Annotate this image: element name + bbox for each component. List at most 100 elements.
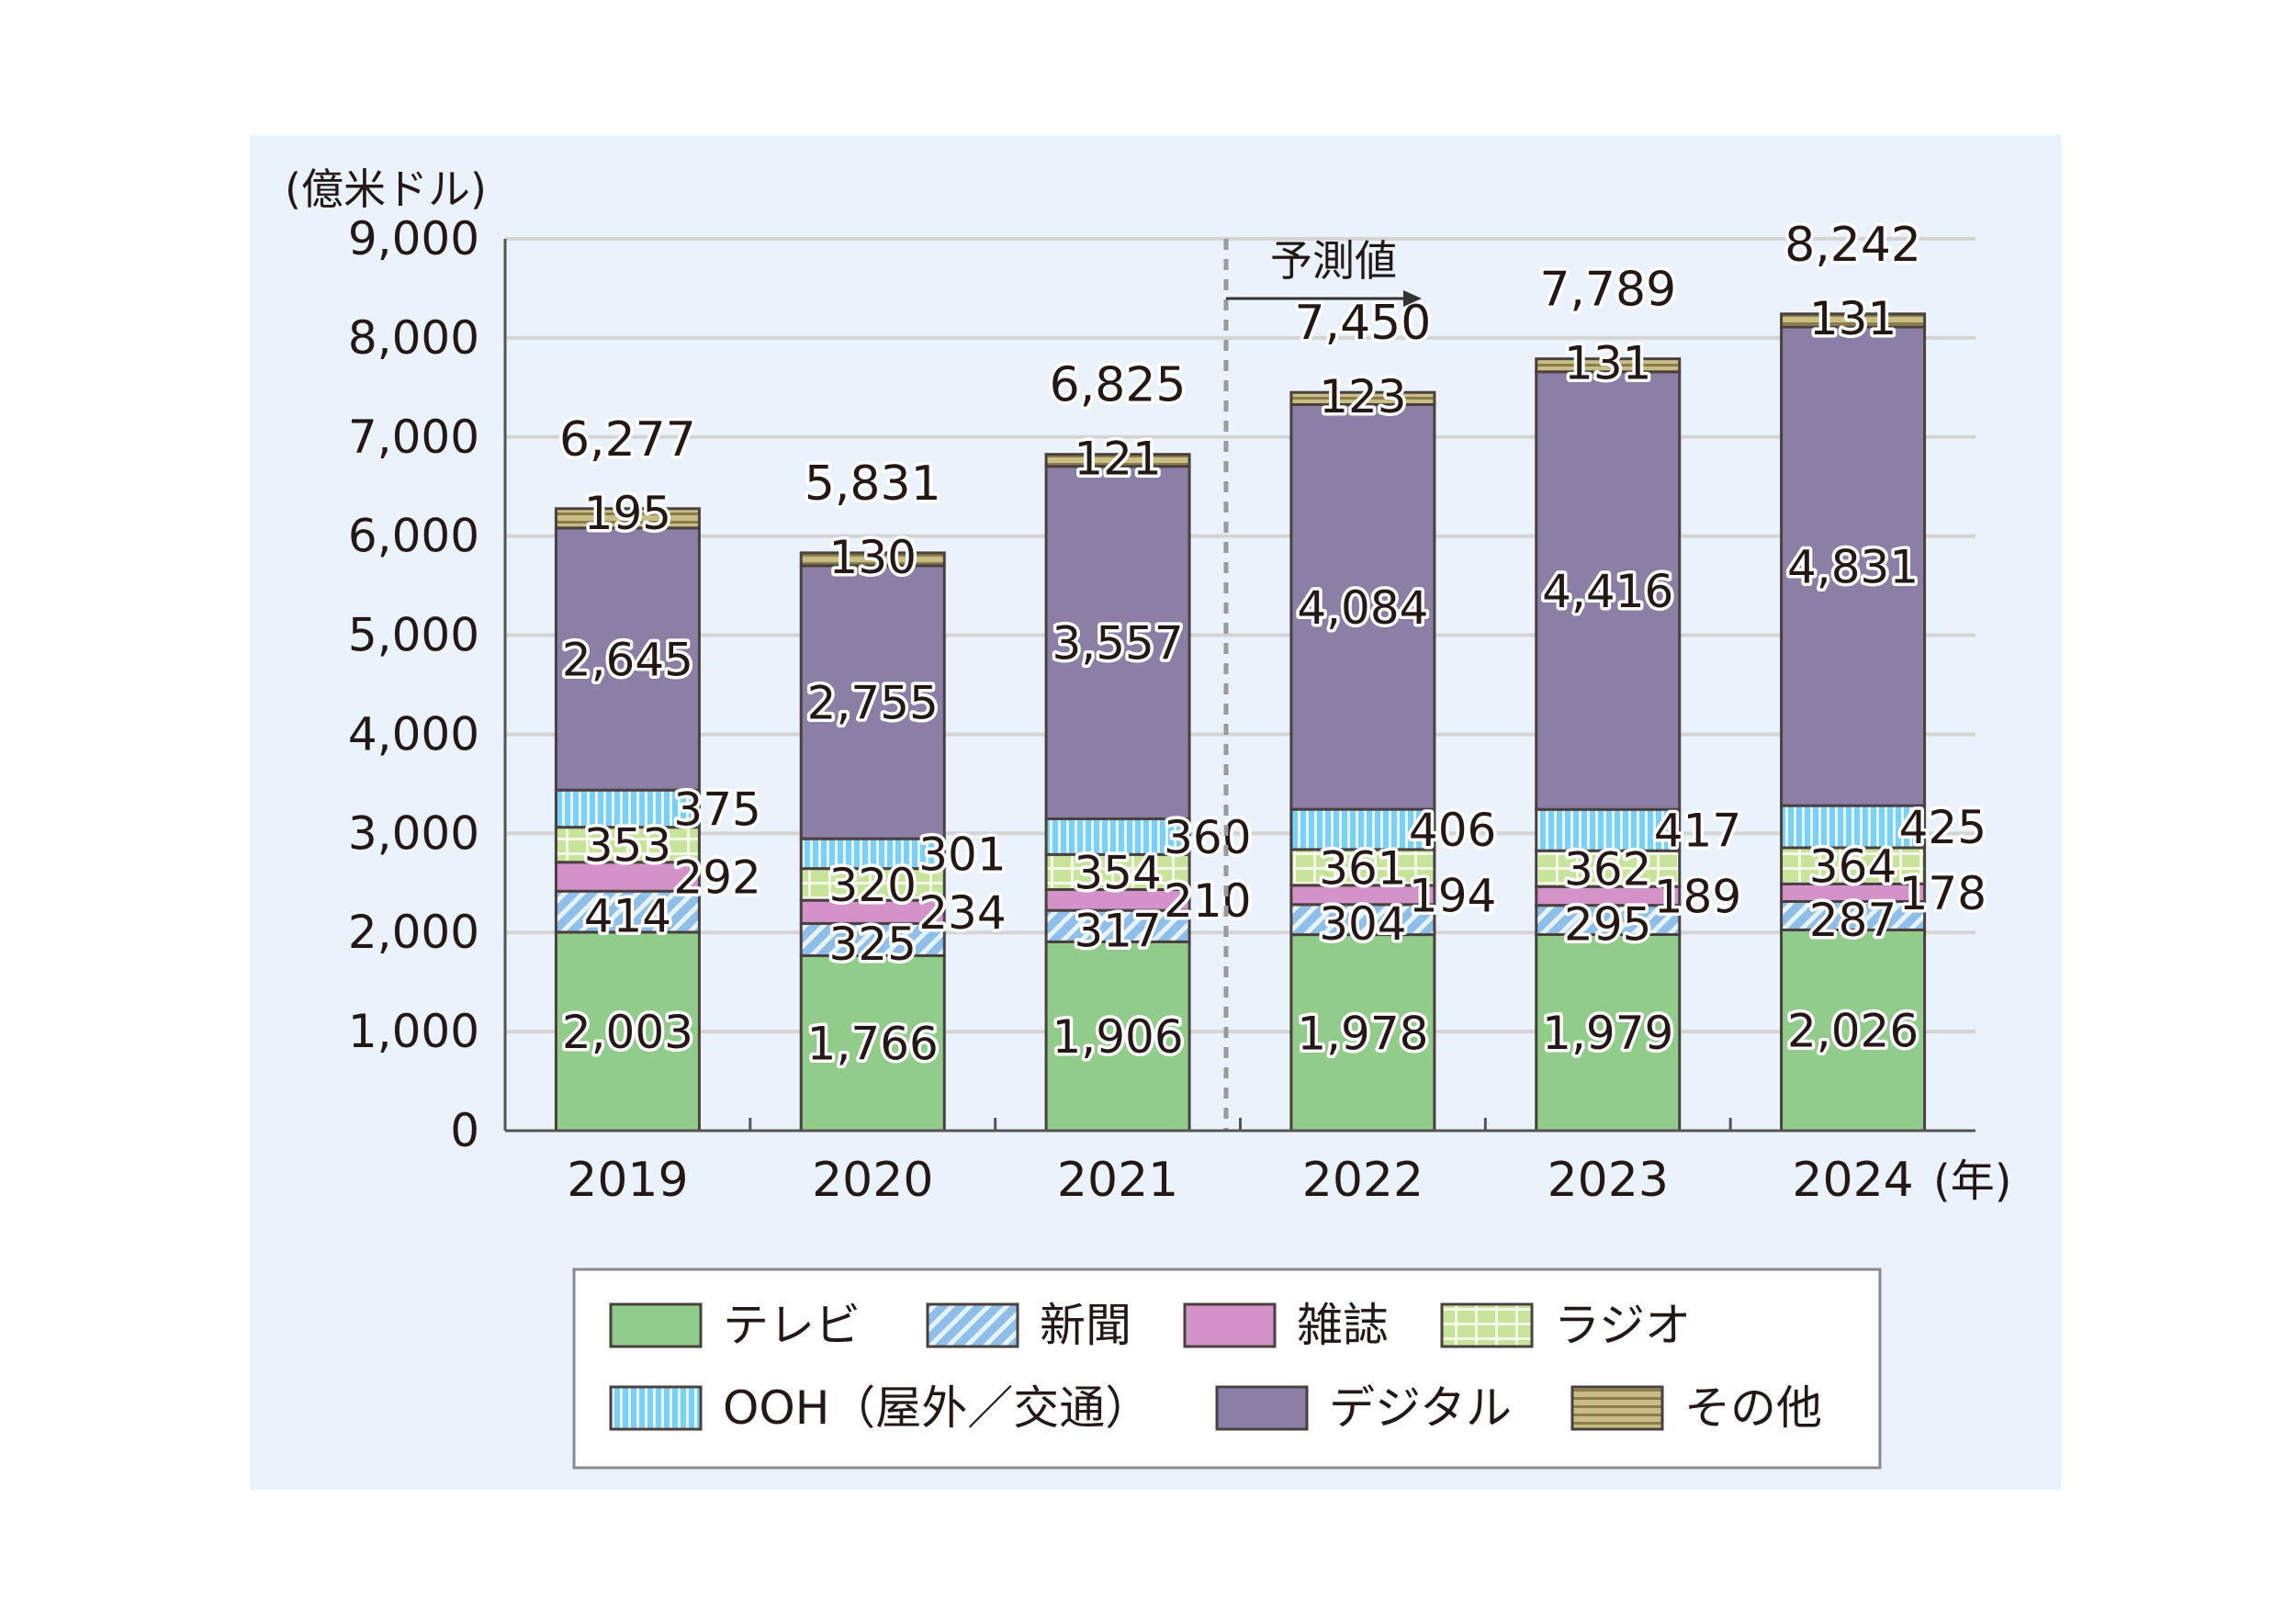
- data-label: 4,416: [1542, 565, 1673, 618]
- legend-label: テレビ: [723, 1299, 861, 1352]
- data-label: 320: [829, 859, 917, 912]
- bar-segment-0: [1780, 928, 1927, 1133]
- data-label: 178: [1899, 867, 1986, 920]
- y-tick-label: 0: [450, 1104, 479, 1157]
- x-tick-label: 2023: [1548, 1153, 1669, 1208]
- data-label: 4,831: [1787, 541, 1919, 594]
- bar-segment-5: [554, 526, 701, 792]
- bar-segment-5: [1289, 402, 1436, 811]
- data-label: 361: [1319, 841, 1406, 895]
- legend-label: 新聞: [1040, 1299, 1131, 1352]
- y-unit-label: (億米ドル): [285, 164, 487, 214]
- bar-segment-0: [1044, 940, 1191, 1133]
- bar-segment-6: [1044, 453, 1191, 468]
- x-tick-label: 2020: [812, 1153, 933, 1208]
- bar-segment-1: [799, 921, 946, 957]
- data-label: 301: [918, 828, 1006, 881]
- data-label: 3,557: [1052, 617, 1184, 671]
- bar-segment-0: [1535, 932, 1682, 1133]
- legend-label: 雑誌: [1297, 1299, 1389, 1352]
- y-tick-label: 4,000: [348, 707, 479, 761]
- forecast-arrow-head: [1403, 290, 1422, 307]
- bar-segment-0: [554, 930, 701, 1133]
- data-label: 195: [584, 487, 671, 540]
- data-label: 210: [1164, 874, 1251, 928]
- data-label: 1,978: [1297, 1007, 1428, 1060]
- data-label: 362: [1564, 843, 1651, 896]
- bar-segment-4: [554, 788, 701, 829]
- bar-segment-6: [1535, 357, 1682, 374]
- x-unit-label: (年): [1933, 1155, 2011, 1207]
- y-tick-label: 9,000: [348, 212, 479, 265]
- data-label: 414: [584, 890, 671, 943]
- x-tick-label: 2022: [1302, 1153, 1424, 1208]
- bar-segment-5: [1044, 465, 1191, 820]
- data-label: 295: [1564, 898, 1651, 952]
- total-label: 6,825: [1050, 358, 1187, 413]
- total-label: 8,242: [1784, 218, 1921, 273]
- legend-label: デジタル: [1329, 1381, 1512, 1435]
- data-label: 2,645: [562, 634, 693, 687]
- legend-swatch: [1570, 1385, 1664, 1431]
- legend-swatch: [609, 1302, 703, 1348]
- y-tick-label: 3,000: [348, 806, 479, 860]
- data-label: 304: [1319, 897, 1406, 951]
- legend-swatch: [1215, 1385, 1309, 1431]
- data-label: 131: [1809, 292, 1896, 345]
- data-label: 189: [1654, 870, 1741, 923]
- data-label: 2,755: [807, 677, 939, 730]
- bar-segment-6: [1289, 390, 1436, 406]
- total-label: 6,277: [559, 412, 696, 468]
- legend-label: その他: [1684, 1381, 1822, 1435]
- bar-segment-3: [1780, 846, 1927, 885]
- bar-segment-4: [1289, 807, 1436, 851]
- forecast-label: 予測値: [1270, 236, 1397, 286]
- data-label: 1,979: [1542, 1007, 1673, 1060]
- y-tick-label: 1,000: [348, 1005, 479, 1058]
- bar-segment-3: [1289, 848, 1436, 887]
- data-label: 123: [1319, 370, 1406, 423]
- data-label: 417: [1654, 805, 1741, 858]
- legend-label: ラジオ: [1554, 1299, 1691, 1352]
- total-label: 7,450: [1294, 296, 1431, 351]
- legend-swatch: [609, 1385, 703, 1431]
- data-label: 194: [1409, 869, 1496, 922]
- bar-segment-4: [1535, 807, 1682, 852]
- legend-swatch: [1440, 1302, 1534, 1348]
- total-label: 7,789: [1539, 263, 1676, 318]
- x-tick-label: 2019: [567, 1153, 688, 1208]
- data-label: 353: [584, 819, 671, 873]
- data-label: 317: [1074, 904, 1161, 957]
- data-label: 375: [673, 783, 760, 836]
- bar-segment-1: [1780, 899, 1927, 931]
- bar-segment-6: [554, 507, 701, 530]
- y-tick-label: 8,000: [348, 311, 479, 365]
- bar-segment-3: [1535, 849, 1682, 888]
- total-label: 5,831: [805, 456, 941, 512]
- data-label: 292: [673, 851, 760, 904]
- legend-label: OOH（屋外／交通）: [723, 1381, 1151, 1435]
- y-tick-label: 7,000: [348, 411, 479, 464]
- data-label: 130: [829, 531, 917, 584]
- legend-swatch: [926, 1302, 1019, 1348]
- data-label: 325: [829, 918, 917, 971]
- data-label: 2,026: [1787, 1005, 1919, 1058]
- legend-swatch: [1183, 1302, 1277, 1348]
- bar-segment-5: [1535, 370, 1682, 811]
- bar-segment-6: [799, 551, 946, 568]
- legend: テレビ 新聞 雑誌 ラジオ OOH（屋外／交通） デジタル その他: [572, 1268, 1882, 1470]
- bar-segment-5: [799, 564, 946, 840]
- y-tick-label: 5,000: [348, 609, 479, 662]
- data-label: 1,906: [1052, 1010, 1184, 1064]
- y-tick-label: 2,000: [348, 906, 479, 959]
- y-tick-label: 6,000: [348, 510, 479, 563]
- bar-segment-3: [799, 867, 946, 902]
- data-label: 1,766: [807, 1018, 939, 1071]
- data-label: 4,084: [1297, 581, 1428, 635]
- data-label: 234: [918, 886, 1006, 940]
- data-label: 360: [1164, 811, 1251, 864]
- data-label: 364: [1809, 840, 1896, 894]
- data-label: 121: [1074, 433, 1161, 486]
- data-label: 425: [1899, 801, 1986, 854]
